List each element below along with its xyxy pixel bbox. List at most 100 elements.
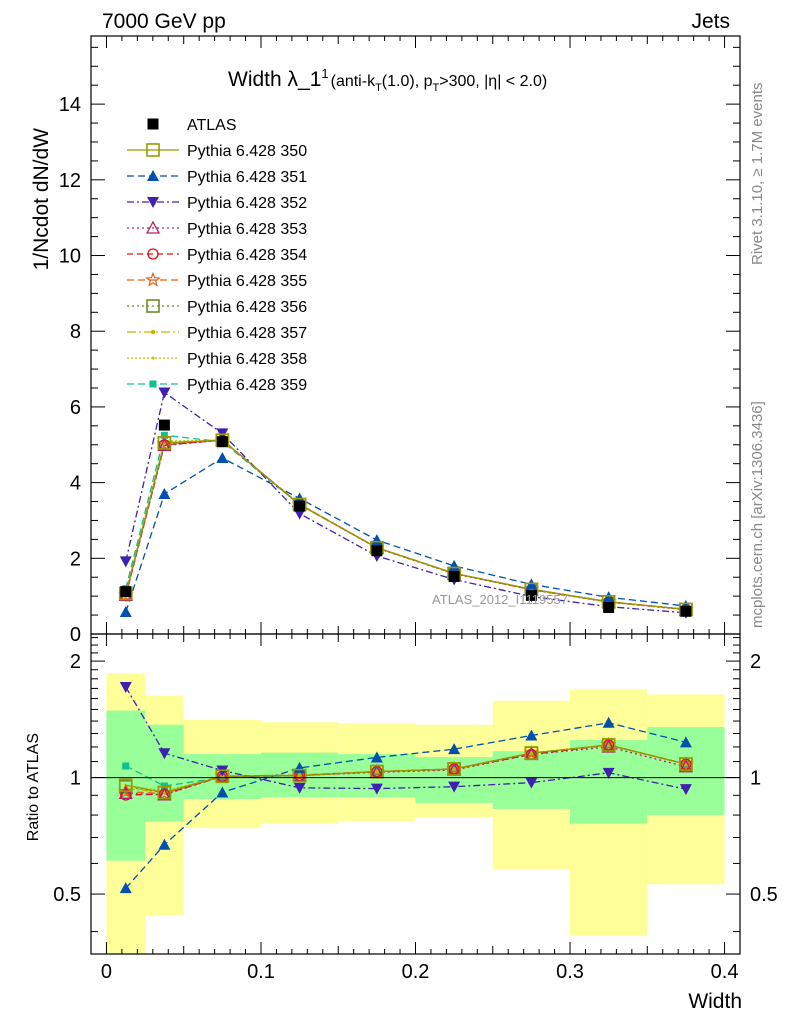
series-2-ratio-point (158, 748, 171, 760)
series-2-point (119, 556, 132, 568)
series-1-ratio-point (602, 716, 615, 728)
series-3-ratio-point (678, 759, 694, 773)
series-9-line (125, 434, 686, 611)
legend-marker (150, 329, 156, 335)
atlas-data-point (216, 436, 228, 448)
x-tick-label: 0.4 (711, 961, 739, 983)
main-y-tick-label: 12 (59, 170, 81, 192)
ratio-y-tick-label-right: 0.5 (750, 884, 778, 906)
series-3-ratio-point (215, 768, 230, 782)
main-y-tick-label: 10 (59, 246, 81, 268)
legend-label: Pythia 6.428 350 (187, 143, 307, 160)
series-3-ratio-point (157, 787, 172, 801)
atlas-data-point (371, 545, 383, 557)
series-7-ratio-point (374, 769, 380, 774)
atlas-data-point (680, 605, 692, 617)
main-y-tick-label: 6 (70, 397, 81, 419)
legend-label: Pythia 6.428 358 (187, 351, 307, 368)
legend-atlas-label: ATLAS (187, 117, 237, 134)
series-1-ratio-point (525, 729, 538, 741)
legend-marker (147, 197, 159, 208)
x-axis-label: Width (688, 990, 742, 1013)
series-2-ratio-point (602, 767, 615, 779)
legend-entry-8: Pythia 6.428 358 (127, 351, 307, 368)
band-inner-bin (145, 724, 184, 822)
series-2-point (158, 387, 171, 399)
series-0-ratio-point (447, 762, 461, 776)
series-0-ratio-point (215, 769, 230, 784)
series-1-ratio-point (679, 736, 692, 748)
legend-entry-atlas: ATLAS (147, 117, 237, 134)
x-tick-label: 0.3 (556, 961, 584, 983)
main-series-markers (118, 387, 694, 619)
series-0-ratio-point (679, 757, 693, 771)
legend-entry-4: Pythia 6.428 354 (127, 247, 307, 264)
legend-label: Pythia 6.428 355 (187, 273, 307, 290)
main-y-tick-label: 2 (70, 548, 81, 570)
legend-marker (146, 299, 160, 313)
main-y-tick-label: 4 (70, 473, 81, 495)
legend-marker (147, 248, 159, 260)
x-tick-label: 0.2 (402, 961, 430, 983)
series-2-ratio-point (525, 777, 538, 789)
x-tick-label: 0.1 (247, 961, 275, 983)
legend-marker (151, 356, 155, 360)
series-1-point (216, 452, 229, 464)
analysis-watermark: ATLAS_2012_I1119557 (432, 592, 568, 607)
legend-marker (149, 380, 157, 388)
series-7-ratio-point (529, 750, 534, 756)
series-3-ratio-point (292, 768, 307, 782)
atlas-data-point (448, 570, 460, 582)
series-7-ratio-point (451, 766, 457, 772)
series-9-point (160, 431, 168, 439)
series-1-ratio-point (370, 751, 383, 763)
ratio-y-tick-label-left: 2 (70, 651, 81, 673)
series-0-ratio-point (157, 785, 172, 800)
series-9-ratio-point (122, 762, 130, 770)
legend-entry-7: Pythia 6.428 357 (127, 325, 307, 342)
series-3-point (157, 438, 172, 452)
legend-marker (145, 220, 161, 234)
legend-entry-6: Pythia 6.428 356 (127, 299, 307, 316)
legend-entry-1: Pythia 6.428 351 (127, 169, 307, 186)
band-inner-bin (570, 740, 648, 824)
legend: ATLAS Pythia 6.428 350 Pythia 6.428 351 Pyt… (127, 117, 307, 394)
series-0-point (157, 436, 172, 450)
series-2-ratio-point (448, 781, 461, 793)
series-0-ratio-point (601, 738, 616, 752)
series-1-point (370, 534, 383, 546)
rivet-version-label: Rivet 3.1.10, ≥ 1.7M events (749, 83, 766, 266)
series-5-ratio-point (118, 783, 134, 799)
series-2-ratio-point (370, 783, 383, 795)
legend-entry-3: Pythia 6.428 353 (127, 220, 307, 238)
legend-marker (146, 143, 160, 157)
series-1-point (448, 559, 461, 571)
mcplots-reference-label: mcplots.cern.ch [arXiv:1306.3436] (749, 401, 766, 628)
legend-label: Pythia 6.428 359 (187, 377, 307, 394)
series-1-ratio-point (158, 838, 171, 850)
ratio-y-tick-label-right: 1 (750, 768, 761, 790)
series-1-ratio-point (216, 786, 229, 798)
series-2-ratio-point (293, 782, 306, 794)
series-1-point (602, 591, 615, 603)
atlas-data-point (603, 602, 615, 614)
energy-label: 7000 GeV pp (102, 10, 226, 33)
ratio-y-tick-label-right: 2 (750, 651, 761, 673)
series-0-ratio-point (524, 746, 539, 760)
series-0-ratio-point (118, 778, 133, 793)
series-5-ratio-point (523, 744, 540, 760)
series-7-ratio-point (297, 772, 302, 778)
atlas-data-point (525, 589, 537, 601)
legend-entry-2: Pythia 6.428 352 (127, 195, 307, 212)
legend-label: Pythia 6.428 354 (187, 247, 307, 264)
main-y-tick-label: 0 (70, 624, 81, 646)
ratio-y-tick-label-left: 0.5 (53, 884, 81, 906)
legend-entry-0: Pythia 6.428 350 (127, 143, 307, 160)
series-1-ratio-point (448, 743, 461, 755)
series-1-point (158, 487, 171, 499)
series-1-ratio-point (119, 882, 132, 894)
series-3-ratio-point (601, 739, 616, 753)
category-label: Jets (691, 10, 730, 33)
